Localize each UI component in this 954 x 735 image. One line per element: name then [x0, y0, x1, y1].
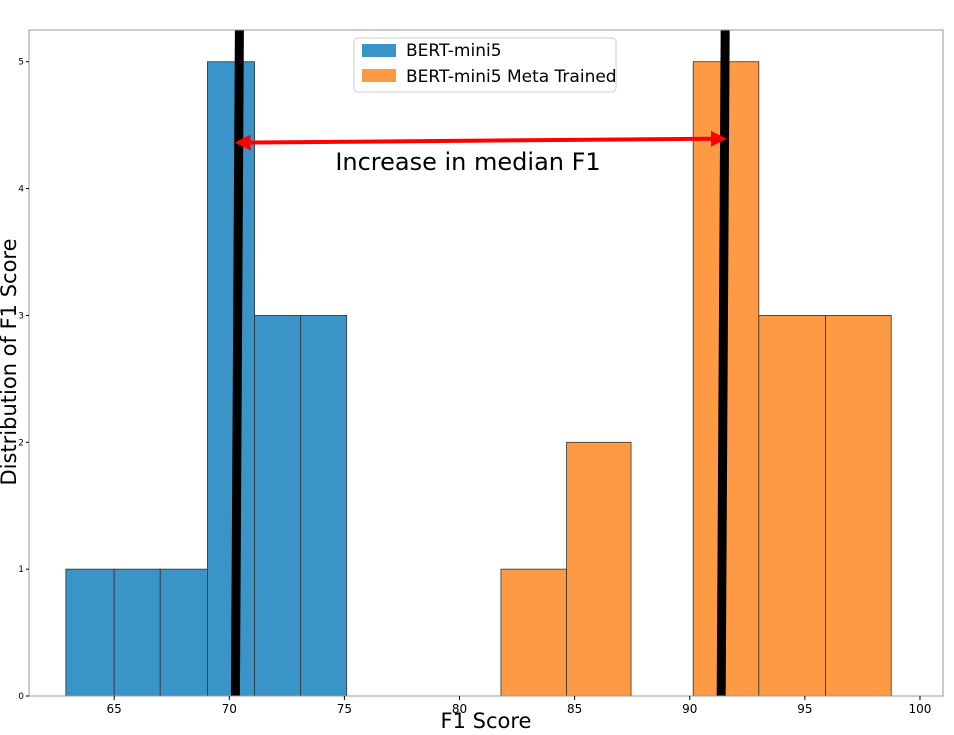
histogram-bars — [65, 61, 892, 697]
plot-area-frame — [28, 29, 944, 697]
histogram-bar-bert-mini5-0 — [65, 568, 115, 697]
histogram-bar-meta-trained-3 — [758, 315, 826, 697]
histogram-bar-bert-mini5-4 — [254, 315, 302, 697]
legend-box — [353, 37, 617, 93]
legend: BERT-mini5 BERT-mini5 Meta Trained — [353, 37, 617, 93]
histogram-bar-bert-mini5-1 — [113, 568, 161, 697]
x-tick-label-95: 95 — [797, 702, 812, 716]
x-tick-label-80: 80 — [452, 702, 467, 716]
x-tick-label-85: 85 — [567, 702, 582, 716]
x-axis-label: F1 Score — [441, 709, 532, 733]
y-tick-label-3: 3 — [18, 311, 24, 321]
histogram-bar-bert-mini5-3 — [207, 61, 256, 697]
histogram-bar-bert-mini5-2 — [159, 568, 208, 697]
y-axis-ticks: 0 1 2 3 4 5 — [18, 58, 29, 702]
y-tick-label-1: 1 — [18, 565, 24, 575]
y-tick-label-2: 2 — [18, 438, 24, 448]
x-axis-ticks: 65 70 75 80 85 90 95 100 — [107, 696, 932, 716]
legend-swatch-bert-mini5-meta-trained — [362, 69, 396, 82]
median-increase-arrow — [234, 130, 727, 151]
histogram-bar-meta-trained-4 — [825, 315, 892, 697]
x-tick-label-90: 90 — [682, 702, 697, 716]
x-tick-label-100: 100 — [909, 702, 932, 716]
x-tick-label-75: 75 — [337, 702, 352, 716]
histogram-bar-meta-trained-0 — [500, 568, 567, 697]
y-axis-label: Distribution of F1 Score — [0, 238, 21, 485]
y-tick-label-5: 5 — [18, 58, 24, 68]
histogram-bar-meta-trained-1 — [566, 441, 632, 697]
histogram-bar-bert-mini5-5 — [300, 315, 348, 697]
legend-swatch-bert-mini5 — [362, 44, 396, 57]
annotation-text: Increase in median F1 — [335, 148, 600, 176]
x-tick-label-70: 70 — [222, 702, 237, 716]
y-tick-label-4: 4 — [18, 185, 24, 195]
median-line-bert-mini5 — [230, 29, 244, 697]
legend-label-bert-mini5: BERT-mini5 — [406, 41, 502, 61]
legend-label-bert-mini5-meta-trained: BERT-mini5 Meta Trained — [406, 67, 617, 87]
annotation-group: Increase in median F1 — [234, 130, 727, 176]
median-line-meta-trained — [716, 29, 730, 697]
x-tick-label-65: 65 — [107, 702, 122, 716]
y-tick-label-0: 0 — [18, 692, 24, 702]
